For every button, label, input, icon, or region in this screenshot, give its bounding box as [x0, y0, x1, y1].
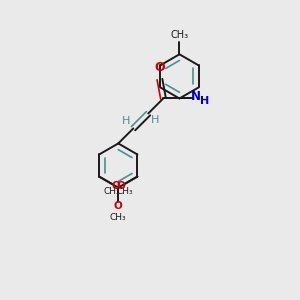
Text: CH₃: CH₃ [117, 187, 134, 196]
Text: CH₃: CH₃ [170, 30, 188, 40]
Text: H: H [122, 116, 130, 126]
Text: O: O [114, 202, 123, 212]
Text: O: O [111, 181, 120, 191]
Text: H: H [200, 96, 210, 106]
Text: CH₃: CH₃ [103, 187, 120, 196]
Text: O: O [117, 181, 125, 191]
Text: H: H [151, 115, 159, 125]
Text: N: N [190, 91, 201, 103]
Text: O: O [154, 61, 165, 74]
Text: CH₃: CH₃ [110, 213, 127, 222]
